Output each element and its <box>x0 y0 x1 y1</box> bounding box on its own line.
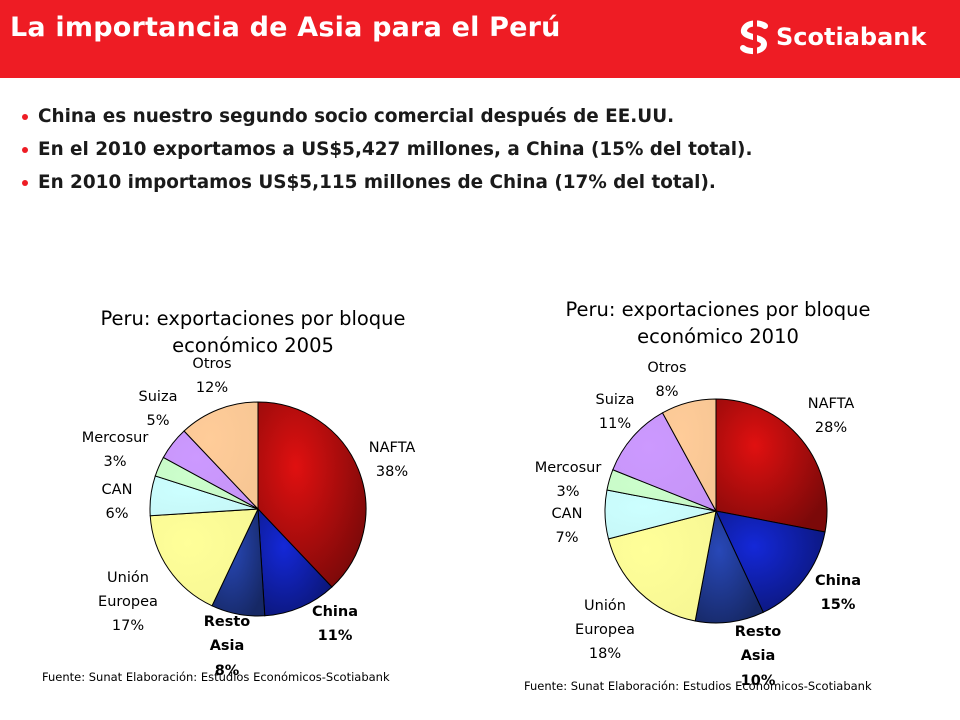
slice-label: Suiza <box>596 392 635 408</box>
slice-label: 6% <box>105 506 128 522</box>
page-title: La importancia de Asia para el Perú <box>10 12 561 43</box>
slice-label: Asia <box>741 648 776 664</box>
scotiabank-logo: Scotiabank <box>738 20 948 60</box>
pie-slice <box>149 508 259 607</box>
chart-source-note: Fuente: Sunat Elaboración: Estudios Econ… <box>42 670 390 684</box>
slice-label: Resto <box>204 614 251 630</box>
bullet-text: En 2010 importamos US$5,115 millones de … <box>38 172 716 193</box>
slice-label: 10% <box>741 673 776 689</box>
slice-label: 18% <box>589 646 621 662</box>
slice-label: Europea <box>575 622 635 638</box>
header-bar: La importancia de Asia para el Perú Scot… <box>0 0 960 78</box>
slice-label: 11% <box>599 416 631 432</box>
chart-source-note: Fuente: Sunat Elaboración: Estudios Econ… <box>524 679 872 693</box>
pie-slice <box>257 507 333 617</box>
slice-label: Mercosur <box>535 460 602 476</box>
slice-label: Otros <box>647 360 686 376</box>
pie-slice <box>612 412 718 512</box>
slice-label: 11% <box>318 628 353 644</box>
slice-label: 3% <box>556 484 579 500</box>
slice-label: NAFTA <box>369 440 416 456</box>
slice-label: 8% <box>655 384 678 400</box>
slice-label: Suiza <box>139 389 178 405</box>
brand-name: Scotiabank <box>776 23 927 51</box>
bullet-list: China es nuestro segundo socio comercial… <box>20 100 752 199</box>
slice-label: China <box>312 604 358 620</box>
slice-label: CAN <box>102 482 133 498</box>
slice-label: China <box>815 573 861 589</box>
slice-label: 5% <box>146 413 169 429</box>
slice-label: 7% <box>555 530 578 546</box>
pie-slice <box>257 401 367 588</box>
pie-slice <box>715 398 828 533</box>
slice-label: Resto <box>735 624 782 640</box>
slice-label: Otros <box>192 356 231 372</box>
slice-label: 17% <box>112 618 144 634</box>
slice-label: Unión <box>107 570 149 586</box>
slice-label: 8% <box>215 663 240 679</box>
pie-slice <box>607 510 717 622</box>
slice-label: Asia <box>210 638 245 654</box>
pie-slice <box>183 401 259 511</box>
pie-slice <box>661 398 717 512</box>
bullet-marker <box>22 180 28 186</box>
chart-title: económico 2010 <box>637 325 799 348</box>
chart-title: económico 2005 <box>172 334 334 357</box>
slice-label: Mercosur <box>82 430 149 446</box>
bullet-text: En el 2010 exportamos a US$5,427 millone… <box>38 139 753 160</box>
bullet-marker <box>22 147 28 153</box>
slice-label: 12% <box>196 380 228 396</box>
slice-label: CAN <box>552 506 583 522</box>
pie-slice <box>715 510 826 614</box>
slice-label: Europea <box>98 594 158 610</box>
pie-chart-2: Peru: exportaciones por bloque económico … <box>524 298 872 693</box>
slice-label: 15% <box>821 597 856 613</box>
slice-label: NAFTA <box>808 396 855 412</box>
bullet-item: En el 2010 exportamos a US$5,427 millone… <box>20 133 752 166</box>
slice-label: 38% <box>376 464 408 480</box>
bullet-item: China es nuestro segundo socio comercial… <box>20 100 752 133</box>
slice-label: 3% <box>103 454 126 470</box>
scotiabank-s-icon <box>740 20 768 56</box>
slice-label: Unión <box>584 598 626 614</box>
chart-title: Peru: exportaciones por bloque <box>565 298 870 321</box>
chart-title: Peru: exportaciones por bloque <box>100 307 405 330</box>
bullet-item: En 2010 importamos US$5,115 millones de … <box>20 166 752 199</box>
slice-label: 28% <box>815 420 847 436</box>
pie-chart-1: Peru: exportaciones por bloque económico … <box>42 307 415 684</box>
bullet-text: China es nuestro segundo socio comercial… <box>38 106 675 127</box>
bullet-marker <box>22 114 28 120</box>
